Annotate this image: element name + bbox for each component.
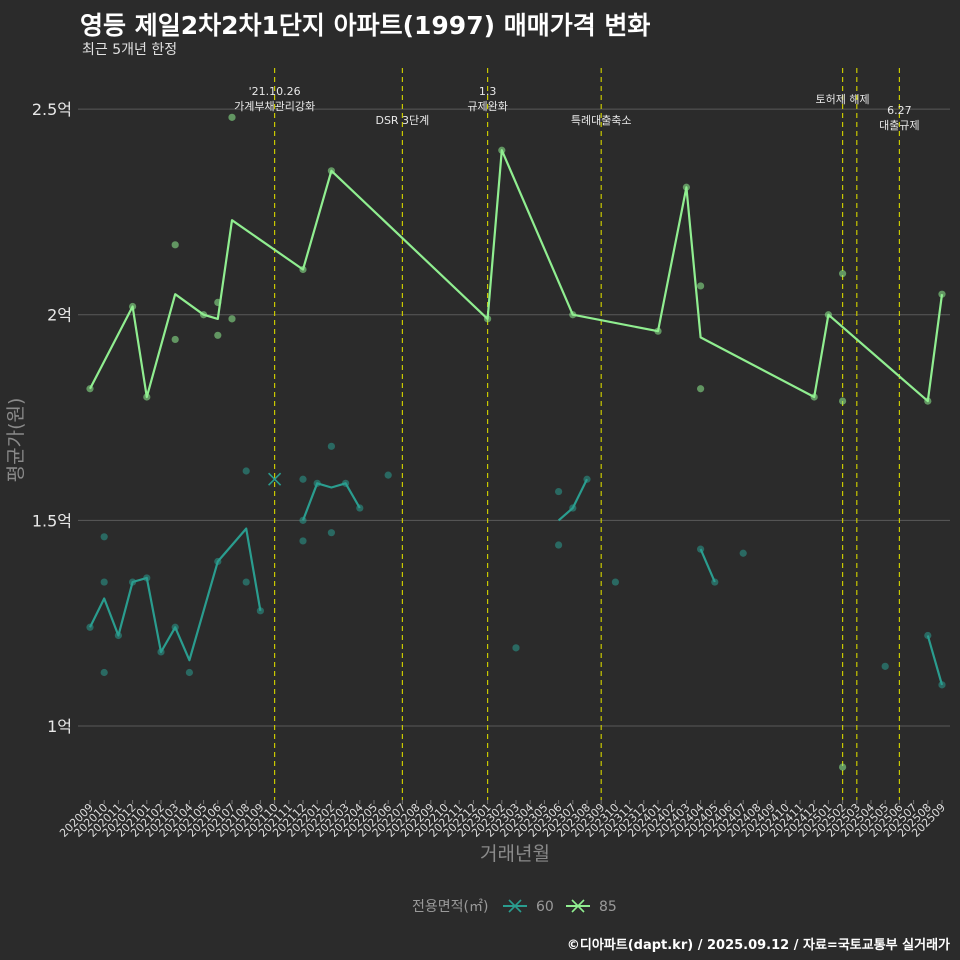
data-point xyxy=(100,668,108,677)
cross-stroke xyxy=(268,472,282,486)
series-line xyxy=(926,635,944,686)
x-axis-ticks: 2020092020102020112020122021012021022021… xyxy=(57,800,948,840)
legend-swatch-cross xyxy=(508,899,522,913)
data-point xyxy=(171,335,179,344)
data-point xyxy=(256,607,264,615)
legend-swatch-cross xyxy=(571,899,585,913)
data-point xyxy=(327,529,335,537)
legend-item-60: 60 xyxy=(503,899,554,915)
event-label: 1.3 xyxy=(479,85,497,98)
legend: 전용면적(㎡) 60 85 xyxy=(412,899,617,915)
data-point xyxy=(555,487,563,496)
legend-label: 60 xyxy=(536,899,554,915)
data-point xyxy=(697,282,705,290)
event-label: 규제완화 xyxy=(467,100,507,113)
data-point xyxy=(100,578,108,586)
event-label: 토허제 해제 xyxy=(816,92,870,106)
y-tick-label: 1.5억 xyxy=(32,511,72,530)
event-label: DSR 3단계 xyxy=(375,114,429,127)
data-point xyxy=(839,397,847,405)
data-point xyxy=(839,270,847,278)
data-point xyxy=(228,315,236,323)
data-point xyxy=(185,668,193,677)
legend-label: 85 xyxy=(599,899,617,915)
data-point xyxy=(384,471,392,479)
event-label: 특례대출축소 xyxy=(571,114,632,127)
y-axis-ticks: 1억 1.5억 2억 2.5억 xyxy=(32,100,72,736)
chart-title: 영등 제일2차2차1단지 아파트(1997) 매매가격 변화 xyxy=(80,11,651,40)
data-point xyxy=(938,290,946,298)
y-tick-label: 2.5억 xyxy=(32,100,72,119)
data-point xyxy=(697,385,705,393)
legend-title: 전용면적(㎡) xyxy=(412,899,488,915)
event-label: 6.27 xyxy=(887,104,912,117)
data-point xyxy=(611,578,620,586)
data-point xyxy=(555,541,563,549)
data-point xyxy=(228,113,236,121)
data-point xyxy=(242,578,250,586)
y-tick-label: 2억 xyxy=(47,306,72,325)
series-line xyxy=(699,548,716,583)
data-point xyxy=(739,549,747,557)
y-axis-label: 평균가(원) xyxy=(5,398,27,483)
series-line xyxy=(557,478,588,522)
data-point xyxy=(100,533,108,541)
data-point xyxy=(171,241,179,249)
data-point xyxy=(299,537,307,545)
source-caption: ©디아파트(dapt.kr) / 2025.09.12 / 자료=국토교통부 실… xyxy=(566,938,950,953)
data-point xyxy=(881,662,889,670)
cross-marker xyxy=(268,472,282,486)
series-line xyxy=(89,527,262,662)
series-layer xyxy=(86,113,946,771)
data-point xyxy=(214,331,222,339)
series-line xyxy=(301,482,361,521)
grid-lines xyxy=(78,108,950,727)
event-label: '21.10.26 xyxy=(249,85,301,98)
data-point xyxy=(839,763,847,771)
series-line xyxy=(89,149,944,403)
chart-subtitle: 최근 5개년 한정 xyxy=(82,42,178,58)
data-point xyxy=(327,442,335,450)
series-85 xyxy=(86,113,946,771)
data-point xyxy=(299,475,307,483)
x-axis-label: 거래년월 xyxy=(480,843,550,865)
event-label: 가계부채관리강화 xyxy=(234,100,315,113)
series-60 xyxy=(86,442,946,689)
legend-item-85: 85 xyxy=(566,899,617,915)
event-label: 대출규제 xyxy=(879,119,919,132)
data-point xyxy=(242,467,250,475)
data-point xyxy=(512,644,520,652)
y-tick-label: 1억 xyxy=(47,717,72,736)
